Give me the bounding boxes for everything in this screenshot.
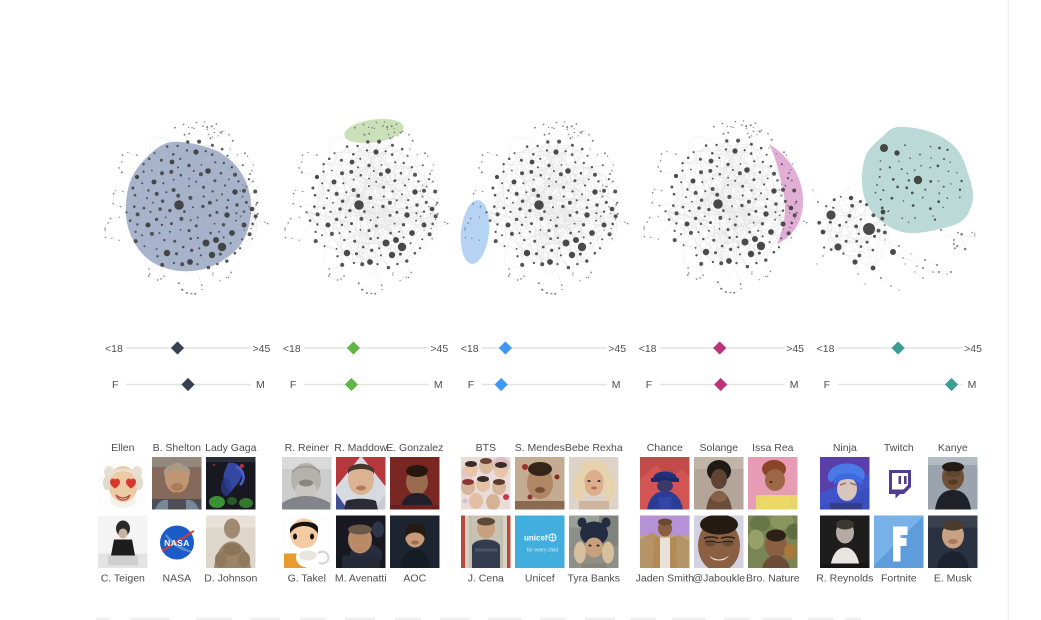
svg-text:BTS: BTS [476,442,496,454]
svg-text:Twitch: Twitch [884,442,914,454]
svg-text:M: M [256,379,265,391]
svg-text:Solange: Solange [700,442,739,454]
svg-text:R. Reiner: R. Reiner [285,442,330,454]
svg-text:R. Maddow: R. Maddow [334,442,388,454]
svg-text:M. Avenatti: M. Avenatti [335,573,387,585]
svg-text:E. Musk: E. Musk [934,573,973,585]
svg-text:Fortnite: Fortnite [881,573,917,585]
svg-text:F: F [112,379,118,391]
svg-text:J. Cena: J. Cena [468,573,504,585]
svg-text:M: M [790,379,799,391]
svg-text:unicef: unicef [524,534,548,543]
svg-text:Lady Gaga: Lady Gaga [205,442,257,454]
svg-text:<18: <18 [639,343,657,355]
svg-text:>45: >45 [964,343,982,355]
svg-text:>45: >45 [786,343,804,355]
svg-text:Bro. Nature: Bro. Nature [746,573,800,585]
svg-text:E. Gonzalez: E. Gonzalez [386,442,443,454]
svg-text:Ellen: Ellen [111,442,135,454]
svg-text:B. Shelton: B. Shelton [153,442,202,454]
svg-text:NASA: NASA [164,538,190,548]
svg-text:Kanye: Kanye [938,442,968,454]
svg-text:Tyra Banks: Tyra Banks [568,573,621,585]
svg-text:<18: <18 [105,343,123,355]
svg-text:>45: >45 [608,343,626,355]
svg-text:F: F [290,379,296,391]
svg-text:Unicef: Unicef [525,573,555,585]
svg-text:Issa Rea: Issa Rea [752,442,794,454]
svg-text:Bebe Rexha: Bebe Rexha [565,442,623,454]
svg-text:NASA: NASA [163,573,192,585]
svg-text:M: M [968,379,977,391]
svg-text:Ninja: Ninja [833,442,857,454]
svg-text:G. Takel: G. Takel [288,573,326,585]
svg-text:AOC: AOC [403,573,426,585]
svg-text:for every child: for every child [527,548,558,554]
svg-text:<18: <18 [283,343,301,355]
svg-text:>45: >45 [430,343,448,355]
svg-text:Jaden Smith: Jaden Smith [636,573,695,585]
svg-text:M: M [612,379,621,391]
svg-text:<18: <18 [461,343,479,355]
svg-text:D. Johnson: D. Johnson [204,573,257,585]
svg-text:F: F [646,379,652,391]
svg-text:M: M [434,379,443,391]
svg-text:@Jaboukle: @Jaboukle [692,573,745,585]
svg-text:<18: <18 [817,343,835,355]
svg-text:F: F [468,379,474,391]
svg-text:F: F [824,379,830,391]
svg-text:Chance: Chance [647,442,683,454]
svg-text:C. Teigen: C. Teigen [101,573,145,585]
svg-text:R. Reynolds: R. Reynolds [816,573,873,585]
svg-text:S. Mendes: S. Mendes [515,442,565,454]
svg-text:>45: >45 [253,343,271,355]
